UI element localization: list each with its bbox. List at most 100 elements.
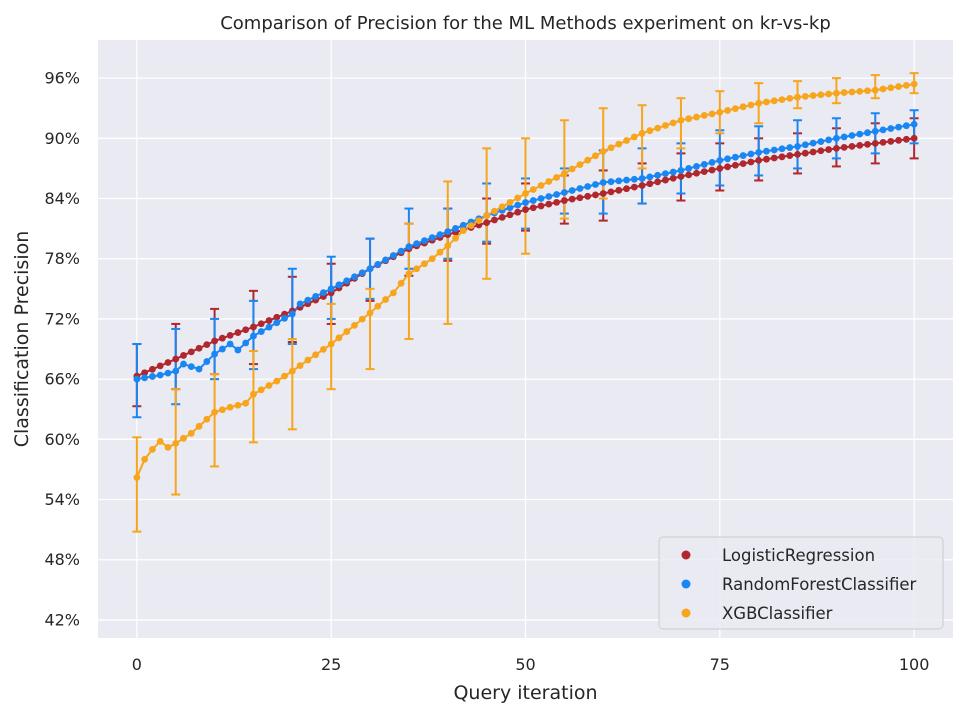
data-point-logisticregression [677,173,685,180]
data-point-randomforestclassifier [529,197,537,204]
data-point-randomforestclassifier [149,373,156,380]
data-point-logisticregression [491,216,498,224]
data-point-xgbclassifier [677,116,685,124]
data-point-xgbclassifier [599,147,607,155]
data-point-randomforestclassifier [786,144,794,151]
data-point-randomforestclassifier [848,132,856,139]
data-point-xgbclassifier [296,362,304,369]
data-point-xgbclassifier [413,265,421,273]
data-point-randomforestclassifier [459,221,467,229]
data-point-randomforestclassifier [809,139,817,147]
data-point-xgbclassifier [187,429,195,437]
data-point-randomforestclassifier [871,127,879,135]
data-point-randomforestclassifier [700,161,708,168]
data-point-xgbclassifier [242,399,250,407]
data-point-randomforestclassifier [864,129,871,137]
data-point-logisticregression [195,344,203,352]
data-point-randomforestclassifier [716,157,724,164]
data-point-randomforestclassifier [389,252,397,259]
data-point-randomforestclassifier [436,231,444,239]
data-point-xgbclassifier [172,439,180,447]
legend: LogisticRegression RandomForestClassifie… [658,536,944,630]
data-point-logisticregression [848,142,856,150]
data-point-randomforestclassifier [887,125,895,132]
data-point-xgbclassifier [833,89,840,97]
data-point-randomforestclassifier [685,165,693,172]
data-point-randomforestclassifier [576,185,584,192]
data-point-xgbclassifier [693,113,700,121]
data-point-xgbclassifier [739,103,747,111]
data-point-logisticregression [902,135,910,143]
data-point-randomforestclassifier [397,247,405,255]
data-point-xgbclassifier [428,255,436,263]
data-point-xgbclassifier [662,122,669,129]
data-point-logisticregression [560,197,568,204]
data-point-xgbclassifier [786,94,794,102]
data-point-xgbclassifier [716,108,724,116]
data-point-xgbclassifier [195,422,203,430]
data-point-randomforestclassifier [506,204,514,212]
data-point-xgbclassifier [211,408,218,416]
data-point-xgbclassifier [879,85,887,93]
y-tick-label: 78% [44,249,80,268]
x-axis-title: Query iteration [453,682,597,704]
data-point-xgbclassifier [576,161,584,169]
data-point-randomforestclassifier [413,240,421,248]
data-point-xgbclassifier [669,119,677,127]
data-point-xgbclassifier [731,105,739,113]
data-point-xgbclassifier [584,156,592,164]
y-axis-title: Classification Precision [11,231,33,448]
chart-title: Comparison of Precision for the ML Metho… [220,13,831,34]
data-point-randomforestclassifier [833,134,840,142]
y-tick-label: 96% [44,69,80,88]
data-point-xgbclassifier [452,234,459,242]
data-point-randomforestclassifier [180,360,187,368]
data-point-logisticregression [226,331,234,339]
data-point-randomforestclassifier [662,170,669,178]
data-point-xgbclassifier [483,212,491,219]
data-point-randomforestclassifier [708,159,716,166]
data-point-logisticregression [646,180,654,188]
data-point-logisticregression [801,149,809,157]
data-point-logisticregression [615,186,623,194]
data-point-xgbclassifier [281,372,288,380]
data-point-logisticregression [623,185,630,193]
data-point-logisticregression [630,183,638,191]
data-point-randomforestclassifier [358,269,366,277]
data-point-randomforestclassifier [335,281,343,289]
data-point-randomforestclassifier [794,142,801,150]
data-point-randomforestclassifier [895,123,902,131]
data-point-logisticregression [218,334,226,342]
data-point-xgbclassifier [545,178,553,185]
data-point-randomforestclassifier [724,155,731,163]
data-point-logisticregression [506,211,514,219]
data-point-logisticregression [156,362,164,370]
data-point-xgbclassifier [203,415,211,423]
data-point-xgbclassifier [638,129,646,137]
data-point-xgbclassifier [436,248,444,256]
data-point-logisticregression [693,169,700,177]
x-tick-label: 100 [899,655,930,674]
data-point-xgbclassifier [747,101,755,109]
data-point-logisticregression [833,144,840,152]
data-point-logisticregression [203,341,211,349]
legend-marker-xgb [681,608,691,618]
data-point-xgbclassifier [265,382,273,389]
data-point-xgbclassifier [522,190,529,197]
data-point-randomforestclassifier [211,350,218,358]
data-point-randomforestclassifier [226,340,234,348]
legend-box [658,536,944,630]
data-point-logisticregression [778,153,786,161]
data-point-randomforestclassifier [654,171,662,179]
data-point-logisticregression [662,176,669,184]
data-point-logisticregression [724,163,731,171]
data-point-xgbclassifier [351,321,358,329]
data-point-randomforestclassifier [840,133,848,141]
data-point-logisticregression [568,195,576,203]
data-point-logisticregression [599,190,607,197]
data-point-randomforestclassifier [421,237,428,245]
data-point-xgbclassifier [467,222,475,230]
data-point-randomforestclassifier [304,296,312,304]
data-point-randomforestclassifier [902,122,910,130]
y-tick-label: 90% [44,129,80,148]
